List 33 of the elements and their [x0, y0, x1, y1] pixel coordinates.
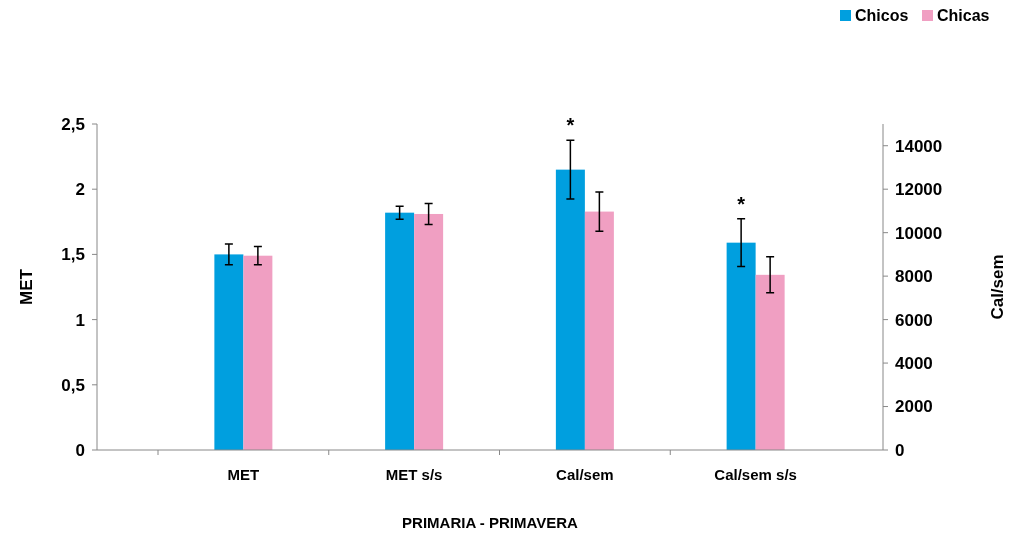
y-tick-label: 2 [75, 180, 85, 200]
y2-tick-label: 2000 [895, 397, 933, 417]
y2-tick-label: 4000 [895, 354, 933, 374]
bar [726, 242, 756, 450]
bar [243, 255, 273, 450]
bar [414, 213, 444, 450]
y-tick-label: 1 [75, 310, 85, 330]
x-axis-title: PRIMARIA - PRIMAVERA [402, 514, 579, 531]
y2-tick-label: 10000 [895, 223, 943, 243]
legend-label: Chicos [855, 7, 909, 24]
y-tick-label: 0,5 [61, 375, 85, 395]
bar [385, 212, 415, 450]
y-tick-label: 0 [75, 440, 85, 460]
y2-tick-label: 12000 [895, 180, 943, 200]
y-tick-label: 1,5 [61, 245, 85, 265]
x-tick-label: Cal/sem [556, 466, 614, 483]
legend-label: Chicas [937, 7, 990, 24]
y2-tick-label: 0 [895, 440, 905, 460]
annotation: * [566, 114, 575, 137]
y-tick-label: 2,5 [61, 114, 85, 134]
y2-tick-label: 6000 [895, 310, 933, 330]
y2-tick-label: 14000 [895, 136, 943, 156]
annotation: * [737, 192, 746, 215]
x-tick-label: MET [227, 466, 260, 483]
x-tick-label: Cal/sem s/s [714, 466, 797, 483]
bar [214, 254, 244, 450]
y2-tick-label: 8000 [895, 267, 933, 287]
y-axis-title: MET [17, 268, 36, 305]
bar [755, 274, 785, 450]
x-tick-label: MET s/s [385, 466, 443, 483]
bar [555, 169, 585, 450]
y2-axis-title: Cal/sem [988, 254, 1007, 320]
bar [584, 211, 614, 450]
